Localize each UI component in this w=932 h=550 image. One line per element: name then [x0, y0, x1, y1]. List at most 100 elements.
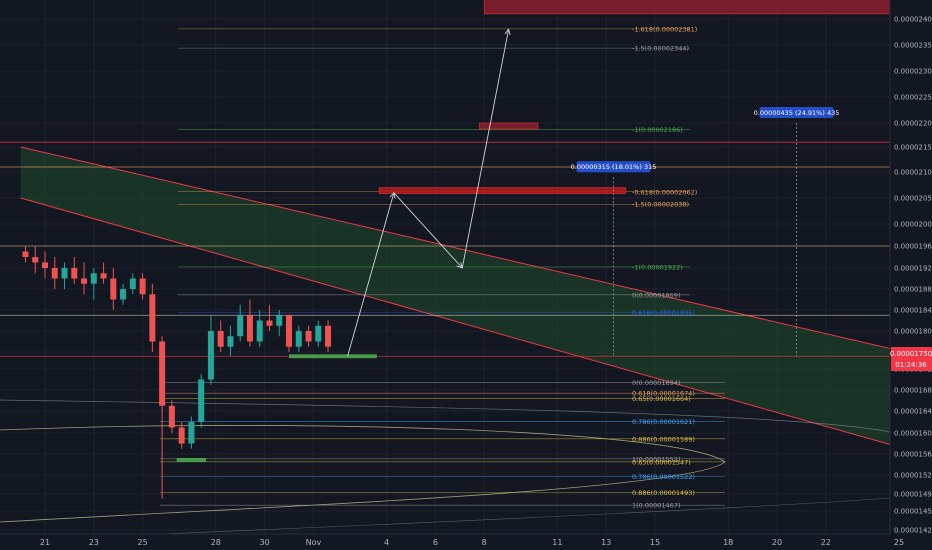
- support-mark: [289, 354, 377, 359]
- price-tick-label: 0.00001455: [894, 508, 932, 516]
- projection-layer: [347, 29, 509, 357]
- measure-box[interactable]: [576, 161, 651, 173]
- arc-curve-bottom: [159, 497, 891, 535]
- fib-level-label: -0.618(0.00002062): [632, 188, 697, 196]
- channel-lower-line: [20, 197, 924, 455]
- current-price-tag: 0.00001750 01:24:36: [890, 347, 932, 371]
- candle-body: [32, 257, 39, 263]
- candle-body: [266, 320, 273, 326]
- candle-body: [71, 268, 78, 279]
- candle-body: [198, 379, 205, 422]
- channel-fill: [20, 147, 924, 454]
- candle-body: [305, 331, 312, 342]
- time-tick-label: 22: [821, 538, 831, 547]
- candle-body: [120, 289, 127, 300]
- candle-body: [188, 422, 195, 444]
- current-price-label: 0.00001750: [890, 350, 932, 358]
- target-zone-middle[interactable]: [378, 187, 627, 195]
- measure-label: 0.00000435 (24.91%) 435: [754, 109, 840, 117]
- candle-body: [207, 331, 214, 380]
- fib-level-label: 0(0.00001869): [632, 291, 681, 299]
- fib-level-label: 0(0.00001694): [632, 379, 681, 387]
- zones-layer: [378, 0, 900, 195]
- fib-level-label: -1.618(0.00002381): [632, 25, 697, 33]
- time-tick-label: 28: [211, 538, 221, 547]
- candle-body: [286, 315, 292, 347]
- time-tick-label: 25: [894, 538, 904, 547]
- current-price-countdown: 01:24:36: [895, 361, 927, 369]
- fib-level-label: 0.618(0.00001674): [632, 390, 695, 398]
- time-tick-label: 8: [482, 538, 487, 547]
- candle-body: [168, 405, 175, 428]
- channel-upper-line: [20, 146, 924, 357]
- candle-body: [227, 336, 234, 347]
- candle-body: [129, 278, 136, 289]
- fib-level-label: 0.65(0.00001547): [632, 458, 691, 466]
- time-tick-label: 6: [433, 538, 438, 547]
- candle-body: [100, 273, 107, 279]
- candle-body: [139, 278, 146, 295]
- price-tick-label: 0.00001421: [894, 527, 932, 535]
- fib-level-label: 0.618(0.00001835): [632, 309, 695, 317]
- support-mark: [176, 458, 207, 462]
- fib-level-label: 1(0.00001467): [632, 502, 681, 510]
- candle-body: [325, 325, 332, 347]
- time-tick-label: 18: [723, 538, 733, 547]
- candle-body: [159, 341, 166, 406]
- candle-body: [149, 294, 156, 342]
- fib-level-label: 0.886(0.00001589): [632, 435, 695, 443]
- time-tick-label: 15: [650, 538, 660, 547]
- candle-body: [315, 325, 322, 342]
- candle-body: [246, 315, 253, 342]
- candle-body: [61, 268, 68, 279]
- candle-body: [90, 273, 97, 284]
- fib-level-label: 0.65(0.00001664): [632, 395, 691, 403]
- candle-body: [81, 278, 88, 284]
- time-tick-label: 25: [138, 538, 148, 547]
- fib-level-label: 1(0.00001552): [632, 455, 681, 463]
- time-tick-label: 21: [40, 538, 50, 547]
- time-tick-label: 30: [260, 538, 270, 547]
- time-tick-label: 23: [89, 538, 99, 547]
- projection-arrow: [461, 29, 508, 269]
- horizontal-lines-layer: [0, 141, 890, 357]
- target-zone-upper[interactable]: [478, 122, 539, 130]
- time-axis[interactable]: 21 23 25 28 30 Nov 4 6 8 11 13 15 18 20 22 25: [40, 538, 904, 547]
- fib-level-label: -1.5(0.00002344): [632, 45, 689, 53]
- time-tick-label: Nov: [306, 538, 322, 547]
- time-tick-label: 4: [384, 538, 389, 547]
- candle-body: [22, 251, 29, 257]
- target-zone-top[interactable]: [483, 0, 900, 15]
- fib-levels-layer: -1.618(0.00002381) -1.5(0.00002344) -1(0.0…: [160, 25, 725, 510]
- channel-layer: [20, 146, 924, 455]
- projection-arrow: [347, 193, 394, 357]
- fib-level-label: 0.786(0.00001522): [632, 473, 695, 481]
- fib-level-label: -1.5(0.00002038): [632, 201, 689, 209]
- time-tick-label: 11: [552, 538, 562, 547]
- time-tick-label: 13: [601, 538, 611, 547]
- candle-body: [110, 278, 117, 300]
- candle-body: [276, 315, 283, 326]
- fib-level-label: 0.786(0.00001621): [632, 418, 695, 426]
- candle-body: [51, 268, 58, 279]
- candle-body: [217, 331, 224, 347]
- measure-box[interactable]: [759, 107, 834, 118]
- projection-arrow: [393, 192, 462, 268]
- arc-curve-outer: [0, 399, 891, 433]
